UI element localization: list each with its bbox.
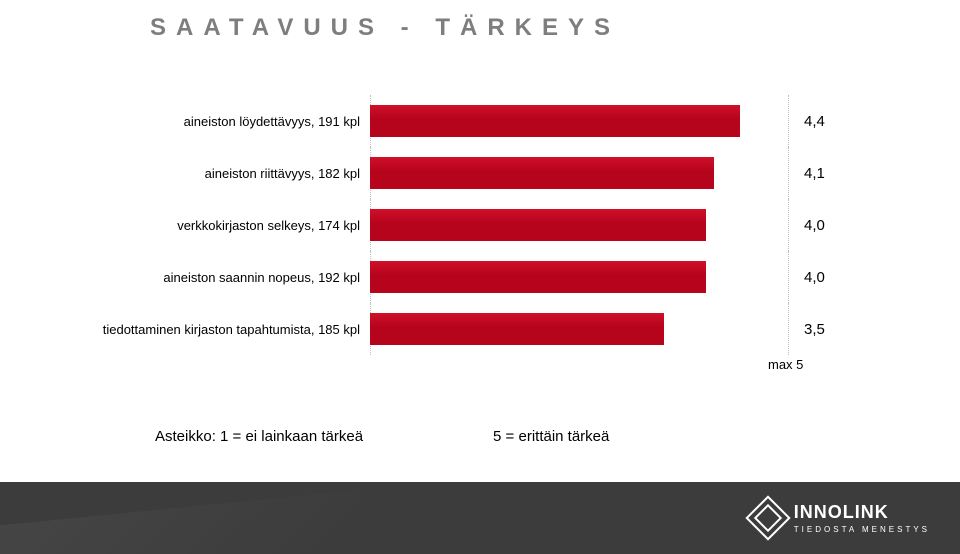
bar-value: 3,5 (804, 321, 825, 338)
axis-max-label: max 5 (768, 357, 803, 372)
scale-left: Asteikko: 1 = ei lainkaan tärkeä (155, 428, 363, 445)
bar-row: verkkokirjaston selkeys, 174 kpl 4,0 (60, 199, 880, 251)
bar (370, 209, 706, 241)
scale-right: 5 = erittäin tärkeä (493, 428, 609, 445)
diamond-icon (745, 495, 790, 540)
logo-name: INNOLINK (794, 502, 930, 523)
bar-track (370, 251, 790, 303)
bar (370, 261, 706, 293)
bar-track (370, 199, 790, 251)
bar-label: tiedottaminen kirjaston tapahtumista, 18… (60, 322, 370, 337)
bar-row: aineiston löydettävyys, 191 kpl 4,4 (60, 95, 880, 147)
bar-row: tiedottaminen kirjaston tapahtumista, 18… (60, 303, 880, 355)
bar-track (370, 303, 790, 355)
bar-chart: aineiston löydettävyys, 191 kpl4,4aineis… (60, 95, 880, 375)
axis-right (788, 95, 790, 147)
footer-photo-decor (0, 482, 650, 554)
bar-row: aineiston riittävyys, 182 kpl 4,1 (60, 147, 880, 199)
bar-value: 4,4 (804, 113, 825, 130)
bar-value: 4,0 (804, 217, 825, 234)
axis-right (788, 251, 790, 303)
scale-note: Asteikko: 1 = ei lainkaan tärkeä 5 = eri… (155, 428, 609, 445)
bar-value: 4,0 (804, 269, 825, 286)
bar (370, 313, 664, 345)
bar-track (370, 147, 790, 199)
axis-right (788, 147, 790, 199)
logo-tagline: TIEDOSTA MENESTYS (794, 525, 930, 534)
bar-label: aineiston riittävyys, 182 kpl (60, 166, 370, 181)
bar-label: verkkokirjaston selkeys, 174 kpl (60, 218, 370, 233)
footer-bar: INNOLINK TIEDOSTA MENESTYS (0, 482, 960, 554)
brand-logo: INNOLINK TIEDOSTA MENESTYS (752, 502, 930, 534)
bar-row: aineiston saannin nopeus, 192 kpl 4,0 (60, 251, 880, 303)
axis-right (788, 199, 790, 251)
bar-value: 4,1 (804, 165, 825, 182)
page-title: SAATAVUUS - TÄRKEYS (150, 14, 620, 42)
bar-track (370, 95, 790, 147)
bar-label: aineiston saannin nopeus, 192 kpl (60, 270, 370, 285)
bar-label: aineiston löydettävyys, 191 kpl (60, 114, 370, 129)
bar (370, 105, 740, 137)
bar (370, 157, 714, 189)
axis-right (788, 303, 790, 355)
